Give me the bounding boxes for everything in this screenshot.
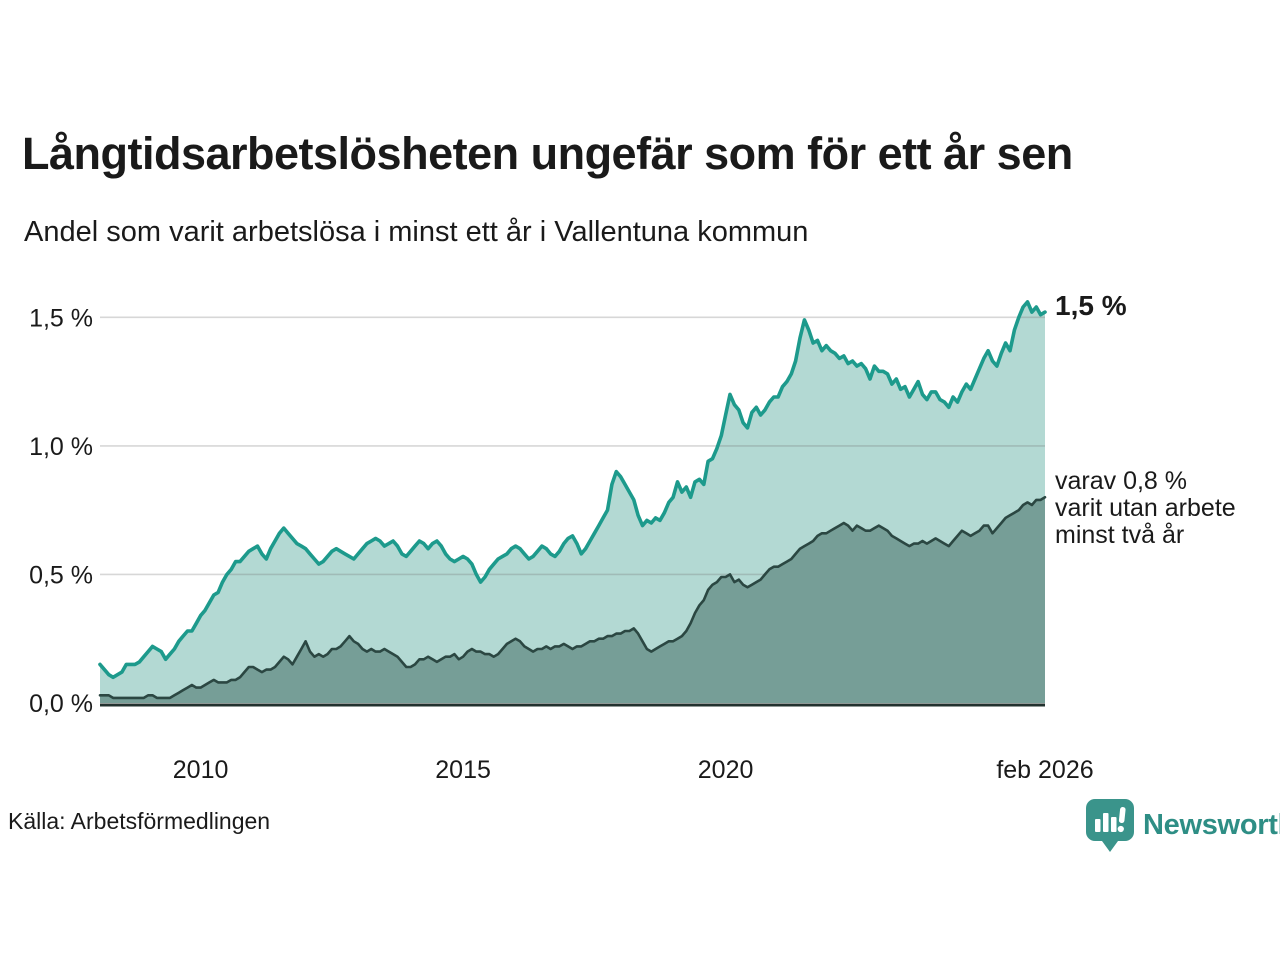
logo-bar-1 — [1095, 819, 1101, 832]
two-year-annotation: varav 0,8 % varit utan arbete minst två … — [1055, 468, 1236, 549]
newsworthy-brand-text: Newsworthy — [1143, 809, 1280, 841]
two-year-annotation-line2: varit utan arbete — [1055, 494, 1236, 522]
y-tick-label: 1,0 % — [29, 433, 93, 461]
newsworthy-logo-icon — [1086, 799, 1134, 852]
two-year-annotation-line3: minst två år — [1055, 521, 1185, 549]
two-year-line — [98, 495, 1047, 700]
series-area-two-years — [100, 497, 1045, 703]
series-lines — [98, 300, 1047, 700]
x-tick-label: feb 2026 — [996, 756, 1093, 784]
latest-value-annotation: 1,5 % — [1055, 290, 1127, 321]
two-year-area — [100, 497, 1045, 703]
y-tick-label: 0,5 % — [29, 561, 93, 589]
two-year-annotation-line1: varav 0,8 % — [1055, 467, 1188, 495]
logo-bar-3 — [1111, 817, 1117, 832]
one-year-line — [98, 300, 1047, 680]
y-tick-label: 0,0 % — [29, 690, 93, 718]
chart-title: Långtidsarbetslösheten ungefär som för e… — [22, 128, 1073, 179]
x-tick-label: 2020 — [698, 756, 754, 784]
x-tick-label: 2010 — [173, 756, 229, 784]
logo-bar-2 — [1103, 813, 1109, 832]
logo-exclamation-dot — [1117, 825, 1124, 833]
source-credit: Källa: Arbetsförmedlingen — [8, 808, 271, 834]
y-tick-labels: 0,0 % 0,5 % 1,0 % 1,5 % — [29, 304, 93, 718]
newsworthy-brand: Newsworthy — [1086, 799, 1280, 852]
x-tick-labels: 2010 2015 2020 feb 2026 — [173, 756, 1094, 784]
logo-exclamation-stem — [1118, 807, 1126, 824]
x-tick-label: 2015 — [435, 756, 491, 784]
chart-subtitle: Andel som varit arbetslösa i minst ett å… — [24, 216, 809, 248]
y-tick-label: 1,5 % — [29, 304, 93, 332]
